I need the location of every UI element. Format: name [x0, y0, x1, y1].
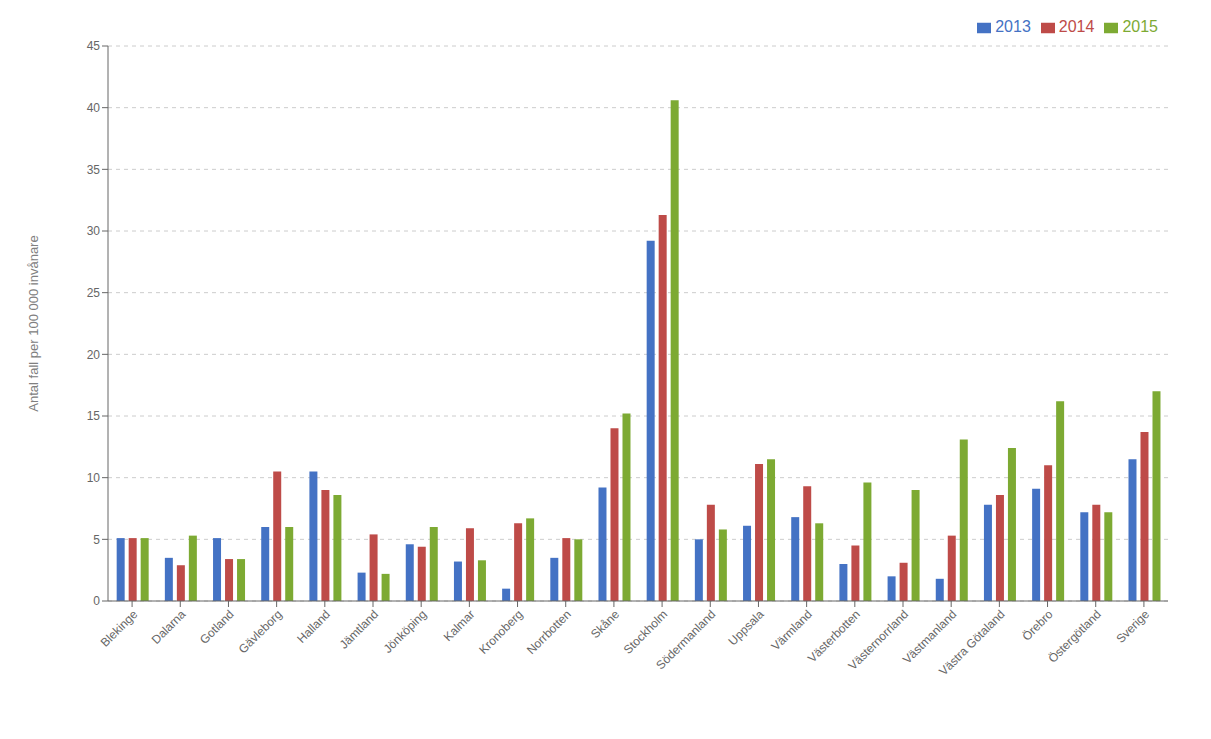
svg-text:Gävleborg: Gävleborg — [236, 607, 285, 656]
svg-text:Västra Götaland: Västra Götaland — [936, 607, 1007, 678]
svg-text:Södermanland: Södermanland — [653, 607, 718, 672]
svg-text:0: 0 — [93, 594, 100, 608]
svg-text:Jämtland: Jämtland — [337, 607, 381, 651]
svg-text:Östergötland: Östergötland — [1045, 607, 1103, 665]
svg-text:Sverige: Sverige — [1113, 607, 1152, 646]
svg-text:35: 35 — [87, 163, 101, 177]
svg-text:Värmland: Värmland — [769, 607, 815, 653]
svg-text:Jönköping: Jönköping — [381, 607, 430, 656]
svg-text:15: 15 — [87, 409, 101, 423]
svg-text:Kronoberg: Kronoberg — [476, 607, 526, 657]
html-text:2015: 2015 — [1122, 18, 1158, 35]
svg-text:Dalarna: Dalarna — [149, 607, 189, 647]
svg-text:Halland: Halland — [294, 607, 333, 646]
html-text:2013: 2013 — [995, 18, 1031, 35]
svg-text:Örebro: Örebro — [1019, 607, 1056, 644]
svg-text:Västerbotten: Västerbotten — [804, 607, 863, 666]
svg-text:Västmanland: Västmanland — [899, 607, 960, 667]
svg-text:5: 5 — [93, 533, 100, 547]
svg-text:Uppsala: Uppsala — [726, 607, 767, 648]
svg-text:Gotland: Gotland — [197, 607, 237, 647]
svg-text:25: 25 — [87, 286, 101, 300]
svg-text:45: 45 — [87, 39, 101, 53]
svg-text:30: 30 — [87, 224, 101, 238]
svg-text:40: 40 — [87, 101, 101, 115]
svg-text:Stockholm: Stockholm — [621, 607, 671, 657]
html-text:2014: 2014 — [1058, 18, 1095, 35]
svg-text:Västernorrland: Västernorrland — [846, 607, 912, 673]
svg-text:Antal fall per 100 000 invånar: Antal fall per 100 000 invånare — [26, 235, 41, 411]
svg-text:Norrbotten: Norrbotten — [524, 607, 574, 657]
svg-text:Blekinge: Blekinge — [98, 607, 141, 650]
svg-text:Skåne: Skåne — [588, 607, 622, 641]
svg-text:20: 20 — [87, 348, 101, 362]
svg-text:10: 10 — [87, 471, 101, 485]
svg-text:Kalmar: Kalmar — [441, 607, 478, 644]
